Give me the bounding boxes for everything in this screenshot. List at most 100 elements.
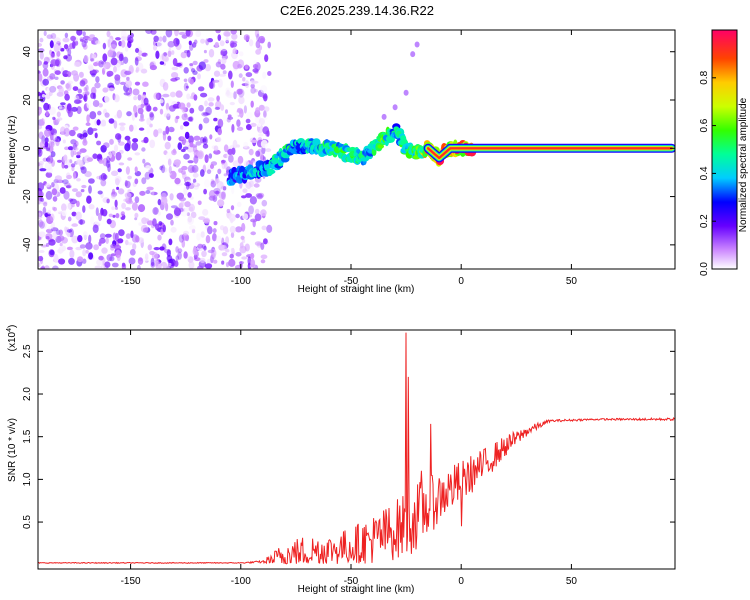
spectrogram-noise-blob [97, 110, 102, 116]
spectrogram-noise-blob [217, 34, 222, 41]
spectrogram-noise-blob [212, 233, 217, 242]
spectrogram-noise-blob [186, 212, 190, 217]
spectrogram-noise-blob [67, 146, 74, 151]
spectrogram-noise-blob [175, 246, 179, 253]
spectrogram-noise-blob [230, 248, 235, 253]
spectrogram-noise-blob [82, 231, 88, 240]
spectrogram-noise-blob [231, 186, 235, 195]
spectrogram-noise-blob [76, 159, 82, 165]
spectrogram-noise-blob [258, 104, 265, 111]
spectrogram-noise-blob [123, 92, 131, 96]
spectrogram-noise-blob [143, 97, 149, 106]
spectrogram-noise-blob [44, 137, 49, 144]
spectrogram-noise-blob [45, 190, 53, 200]
spectrogram-noise-blob [70, 149, 75, 158]
spectrogram-noise-blob [38, 73, 43, 82]
spectrogram-noise-blob [106, 198, 110, 204]
spectrogram-noise-blob [117, 188, 125, 195]
spectrogram-noise-blob [255, 40, 261, 49]
spectrogram-noise-blob [62, 139, 66, 144]
spectrogram-noise-blob [181, 34, 188, 39]
spectrogram-noise-blob [221, 260, 225, 265]
spectrogram-noise-blob [207, 226, 213, 235]
spectrogram-noise-blob [214, 106, 220, 110]
spectrogram-noise-blob [145, 53, 154, 60]
colorbar-tick-label: 0.8 [699, 70, 710, 84]
spectrogram-noise-blob [392, 104, 398, 111]
spectrogram-noise-blob [66, 229, 73, 233]
spectrogram-noise-blob [171, 149, 177, 156]
spectrogram-frame [37, 29, 676, 270]
spectrogram-noise-blob [202, 138, 207, 143]
spectrogram-noise-blob [108, 118, 115, 124]
spectrogram-noise-blob [197, 265, 204, 269]
spectrogram-noise-blob [158, 221, 163, 226]
spectrogram-noise-blob [46, 87, 51, 95]
spectrogram-noise-blob [215, 30, 221, 34]
spectrogram-noise-blob [53, 133, 57, 141]
spectrogram-noise-blob [115, 151, 122, 161]
spectrogram-noise-blob [187, 216, 193, 223]
spectrogram-noise-blob [167, 171, 172, 176]
spectrogram-noise-blob [256, 33, 260, 42]
spectrogram-noise-blob [161, 167, 168, 173]
spectrogram-noise-blob [132, 88, 140, 96]
spectrogram-noise-blob [203, 49, 207, 54]
snr-scale-close: ) [7, 325, 18, 328]
spectrogram-noise-blob [134, 178, 139, 185]
spectrogram-noise-blob [61, 245, 66, 252]
spectrogram-noise-blob [53, 83, 57, 90]
spectrogram-noise-blob [46, 215, 54, 225]
spectrogram-noise-blob [183, 251, 188, 259]
spectrogram-noise-blob [188, 40, 192, 46]
spectrogram-noise-blob [214, 178, 219, 185]
x-tick-label: 50 [566, 576, 578, 587]
spectrogram-noise-blob [149, 111, 154, 118]
y-tick-label: 40 [22, 46, 33, 58]
spectrogram-noise-blob [72, 86, 79, 91]
spectrogram-noise-blob [168, 262, 172, 267]
spectrogram-noise-blob [126, 111, 132, 117]
spectrogram-noise-blob [80, 166, 87, 174]
spectrogram-noise-blob [159, 108, 164, 115]
spectrogram-noise-blob [172, 58, 178, 66]
spectrogram-noise-blob [67, 48, 72, 57]
spectrogram-noise-blob [161, 164, 166, 174]
spectrogram-noise-blob [236, 201, 242, 208]
spectrogram-noise-blob [188, 203, 195, 212]
spectrogram-noise-blob [147, 204, 153, 213]
spectrogram-noise-blob [193, 155, 199, 164]
spectrogram-noise-blob [164, 141, 171, 150]
spectrogram-noise-blob [143, 136, 149, 144]
spectrogram-noise-blob [152, 207, 159, 215]
spectrogram-noise-blob [167, 41, 175, 48]
spectrogram-noise-blob [142, 81, 149, 87]
spectrogram-noise-blob [136, 264, 141, 269]
spectrogram-noise-blob [244, 93, 251, 99]
spectrogram-noise-blob [96, 175, 102, 180]
spectrogram-noise-blob [166, 249, 171, 257]
spectrogram-noise-blob [170, 226, 177, 233]
snr-scale-exponent: 4 [6, 328, 13, 332]
spectrogram-noise-blob [103, 142, 110, 149]
spectrogram-noise-blob [225, 236, 230, 245]
spectrogram-noise-blob [82, 129, 88, 139]
spectrogram-noise-blob [221, 244, 227, 251]
y-tick-label: -40 [22, 237, 33, 252]
spectrogram-noise-blob [260, 209, 267, 217]
spectrogram-noise-blob [111, 194, 116, 199]
spectrogram-noise-blob [38, 199, 41, 205]
spectrogram-noise-blob [123, 56, 129, 64]
spectrogram-noise-blob [228, 213, 236, 222]
spectrogram-noise-blob [115, 213, 120, 219]
spectrogram-noise-blob [88, 185, 92, 194]
spectrogram-noise-blob [180, 210, 188, 217]
spectrogram-noise-blob [204, 63, 211, 72]
spectrogram-noise-blob [105, 233, 112, 238]
spectrogram-noise-blob [217, 78, 223, 88]
spectrogram-noise-blob [107, 49, 113, 58]
snr-x-label: Height of straight line (km) [298, 584, 415, 595]
spectrogram-noise-blob [213, 117, 218, 122]
spectrogram-noise-blob [166, 113, 171, 121]
